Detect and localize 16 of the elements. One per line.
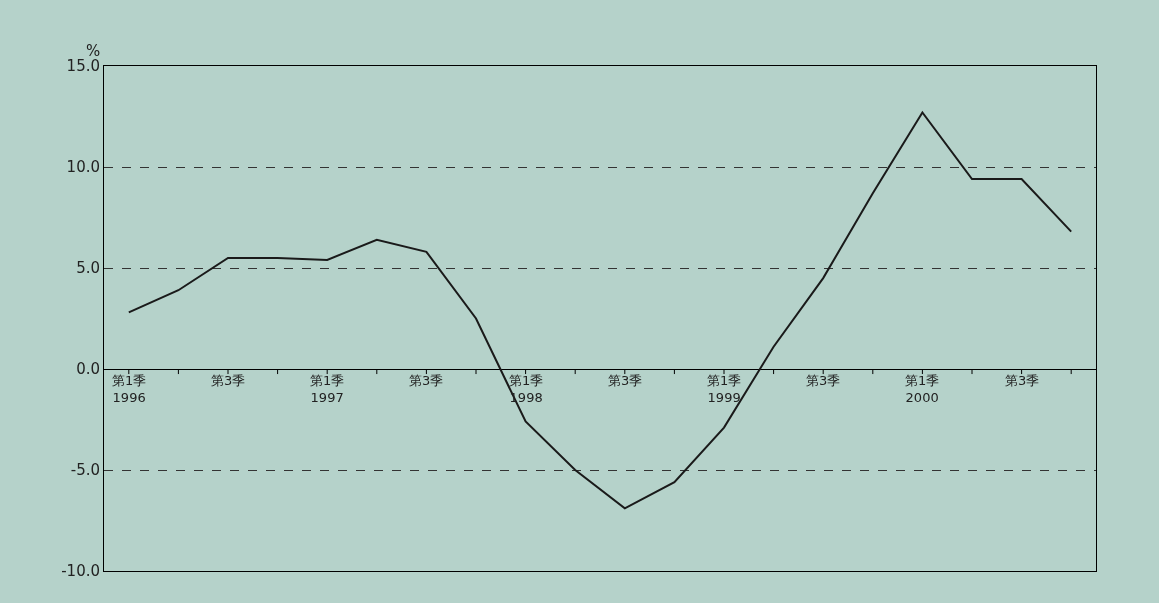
y-tick-label: -10.0 [61,562,100,581]
y-tick-label: 10.0 [66,158,100,177]
y-tick-label: 0.0 [76,360,100,379]
y-tick-label: 5.0 [76,259,100,278]
y-axis-title: % [86,42,101,60]
x-tick-label: 第3季 [608,373,643,388]
y-tick-label: -5.0 [70,461,100,480]
x-tick-label: 第1季 1999 [707,373,742,405]
x-tick-label: 第3季 [1005,373,1040,388]
x-tick-label: 第1季 1996 [112,373,147,405]
y-tick-label: 15.0 [66,57,100,76]
x-tick-label: 第3季 [211,373,246,388]
x-tick-label: 第1季 1997 [310,373,345,405]
x-tick-label: 第3季 [409,373,444,388]
x-tick-label: 第1季 2000 [905,373,940,405]
x-tick-label: 第3季 [806,373,841,388]
